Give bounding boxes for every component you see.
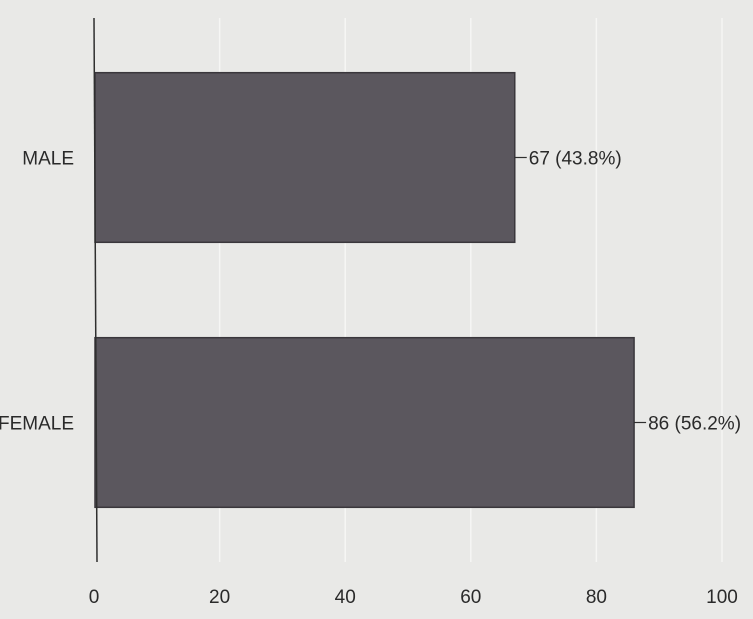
data-label-female: 86 (56.2%) bbox=[648, 414, 741, 435]
category-label-female: FEMALE bbox=[0, 414, 74, 435]
axes bbox=[93, 17, 98, 563]
bar-male bbox=[94, 71, 516, 244]
bar-female bbox=[94, 336, 635, 509]
x-tick-label-80: 80 bbox=[586, 587, 607, 608]
category-labels: MALE FEMALE bbox=[0, 149, 74, 435]
y-axis-line bbox=[93, 17, 98, 563]
x-tick-label-40: 40 bbox=[335, 587, 356, 608]
x-tick-label-0: 0 bbox=[89, 587, 100, 608]
x-tick-label-60: 60 bbox=[460, 587, 481, 608]
bars-group bbox=[94, 71, 635, 509]
category-label-male: MALE bbox=[22, 149, 74, 170]
data-labels: 67 (43.8%) 86 (56.2%) bbox=[514, 149, 741, 435]
x-tick-label-20: 20 bbox=[209, 587, 230, 608]
x-tick-labels: 0 20 40 60 80 100 bbox=[89, 587, 738, 608]
x-tick-label-100: 100 bbox=[706, 587, 738, 608]
data-label-male: 67 (43.8%) bbox=[529, 149, 622, 170]
